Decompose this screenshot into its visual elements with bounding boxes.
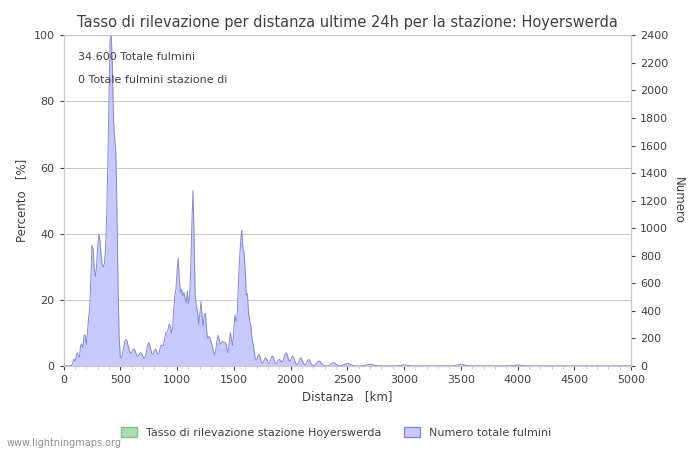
Text: 34.600 Totale fulmini: 34.600 Totale fulmini — [78, 52, 195, 62]
Text: 0 Totale fulmini stazione di: 0 Totale fulmini stazione di — [78, 75, 227, 85]
Legend: Tasso di rilevazione stazione Hoyerswerda, Numero totale fulmini: Tasso di rilevazione stazione Hoyerswerd… — [116, 423, 556, 442]
Y-axis label: Numero: Numero — [672, 177, 685, 224]
Title: Tasso di rilevazione per distanza ultime 24h per la stazione: Hoyerswerda: Tasso di rilevazione per distanza ultime… — [77, 15, 618, 30]
Text: www.lightningmaps.org: www.lightningmaps.org — [7, 438, 122, 448]
X-axis label: Distanza   [km]: Distanza [km] — [302, 391, 393, 404]
Y-axis label: Percento   [%]: Percento [%] — [15, 159, 28, 242]
